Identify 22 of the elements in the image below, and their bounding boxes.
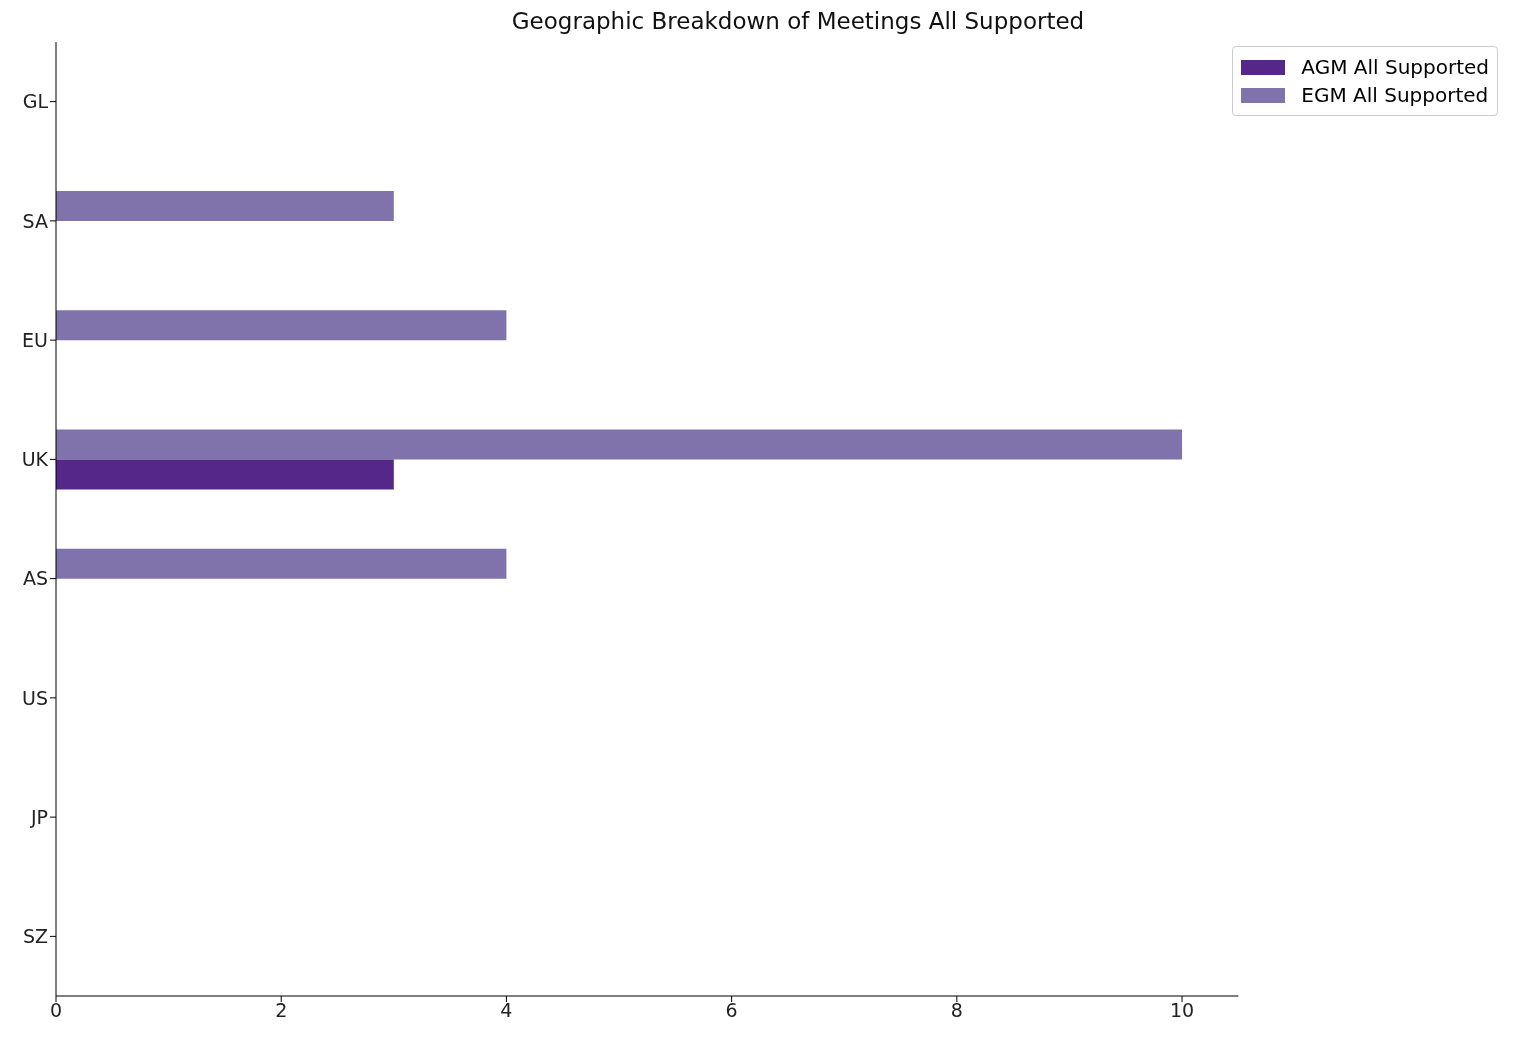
x-tick-label: 2 [275, 999, 288, 1022]
legend-label: AGM All Supported [1301, 55, 1489, 79]
y-tick-label: GL [22, 90, 49, 113]
x-tick-label: 10 [1169, 999, 1195, 1022]
chart-title: Geographic Breakdown of Meetings All Supported [510, 8, 1086, 36]
y-tick-label: SZ [22, 925, 48, 948]
y-tick-label: SA [22, 209, 48, 232]
y-tick-label: AS [22, 567, 48, 590]
bar [56, 459, 394, 490]
bar [56, 191, 394, 222]
bar [56, 310, 507, 341]
bar [56, 429, 1183, 460]
y-tick-label: US [22, 686, 48, 709]
bar [56, 548, 507, 579]
x-tick-label: 8 [950, 999, 963, 1022]
x-tick-label: 4 [500, 999, 513, 1022]
legend-label: EGM All Supported [1301, 83, 1489, 107]
y-tick-label: JP [29, 805, 48, 828]
x-tick-label: 0 [49, 999, 63, 1022]
y-tick-label: UK [21, 448, 49, 471]
x-tick-label: 6 [725, 999, 738, 1022]
y-tick-label: EU [22, 328, 48, 351]
